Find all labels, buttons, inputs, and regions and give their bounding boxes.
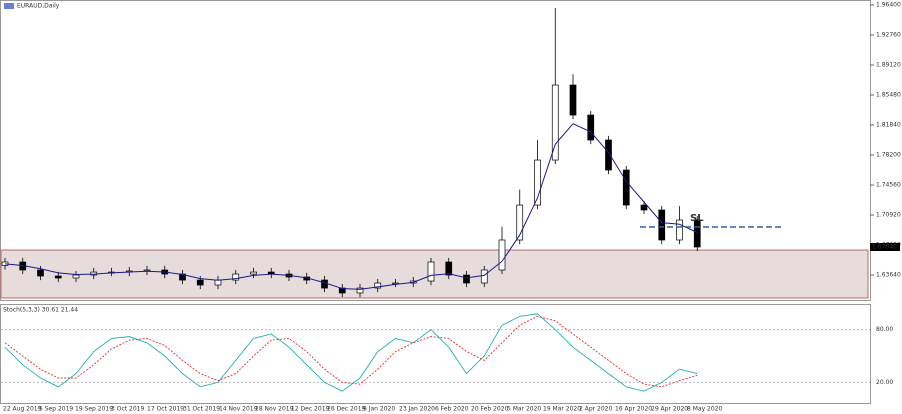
candle-body (622, 169, 630, 206)
x-tick-label: 16 Apr 2020 (615, 406, 652, 413)
moving-average (4, 123, 698, 290)
x-tick-label: 6 Feb 2020 (435, 406, 469, 413)
x-tick-label: 17 Oct 2019 (147, 406, 184, 413)
candle-body (427, 261, 435, 282)
x-tick-label: 14 Nov 2019 (219, 406, 258, 413)
price-label: 1.67040 (872, 244, 897, 251)
y-tick-label: 1.89120 (876, 62, 901, 69)
window-icon (4, 3, 14, 9)
y-tick-label: 1.92760 (876, 32, 901, 39)
y-tick-label: 80.00 (876, 326, 893, 333)
candle-body (480, 269, 488, 284)
x-tick-label: 2 Apr 2020 (579, 406, 612, 413)
stoch-line (4, 315, 698, 388)
y-tick-label: 1.96400 (876, 2, 901, 9)
candle-body (232, 273, 240, 281)
x-tick-label: 29 Apr 2020 (651, 406, 688, 413)
y-tick-label: 1.63640 (876, 272, 901, 279)
candle-body (658, 209, 666, 241)
candle-body (676, 219, 683, 241)
candle-body (498, 239, 506, 271)
x-tick-label: 5 Sep 2019 (39, 406, 73, 413)
candle-body (463, 274, 470, 284)
stoch-panel (0, 304, 871, 404)
x-tick-label: 31 Oct 2019 (183, 406, 220, 413)
x-tick-label: 3 Oct 2019 (111, 406, 144, 413)
x-tick-label: 19 Sep 2019 (75, 406, 113, 413)
x-tick-label: 19 Mar 2020 (543, 406, 581, 413)
x-tick-label: 5 Mar 2020 (507, 406, 541, 413)
x-tick-label: 26 Dec 2019 (327, 406, 366, 413)
candle-body (605, 139, 612, 171)
x-tick-label: 12 Dec 2019 (291, 406, 330, 413)
candle-body (516, 204, 524, 241)
candle-body (72, 274, 80, 279)
candle-body (587, 114, 595, 141)
x-tick-label: 8 May 2020 (687, 406, 722, 413)
candle-body (534, 159, 541, 206)
x-tick-label: 23 Jan 2020 (399, 406, 435, 413)
candle-body (693, 219, 701, 248)
x-tick-label: 9 Jan 2020 (363, 406, 395, 413)
candle-body (640, 204, 648, 211)
y-tick-label: 1.74560 (876, 182, 901, 189)
y-tick-label: 1.85480 (876, 92, 901, 99)
chart-title: EURAUD,Daily (17, 3, 60, 10)
candle-body (250, 271, 257, 275)
y-tick-label: 1.70920 (876, 212, 901, 219)
x-tick-label: 20 Feb 2020 (471, 406, 509, 413)
candle-body (196, 279, 204, 286)
x-tick-label: 28 Nov 2019 (255, 406, 294, 413)
candle-body (445, 261, 453, 276)
candle-body (54, 275, 62, 279)
y-tick-label: 1.78200 (876, 152, 901, 159)
candle-body (551, 84, 559, 161)
candle-body (37, 269, 44, 277)
stoch-title: Stoch(5,3,3) 30.61 21.44 (3, 307, 78, 314)
y-tick-label: 20.00 (876, 379, 893, 386)
candle-body (356, 287, 364, 294)
stoch-line (4, 313, 698, 392)
sl-label: SL (690, 213, 704, 224)
price-tag (870, 243, 900, 252)
zone (0, 249, 869, 299)
candle-body (321, 279, 328, 289)
candle-body (569, 84, 577, 116)
candle-body (374, 282, 382, 289)
x-tick-label: 22 Aug 2019 (3, 406, 42, 413)
y-tick-label: 1.81840 (876, 122, 901, 129)
